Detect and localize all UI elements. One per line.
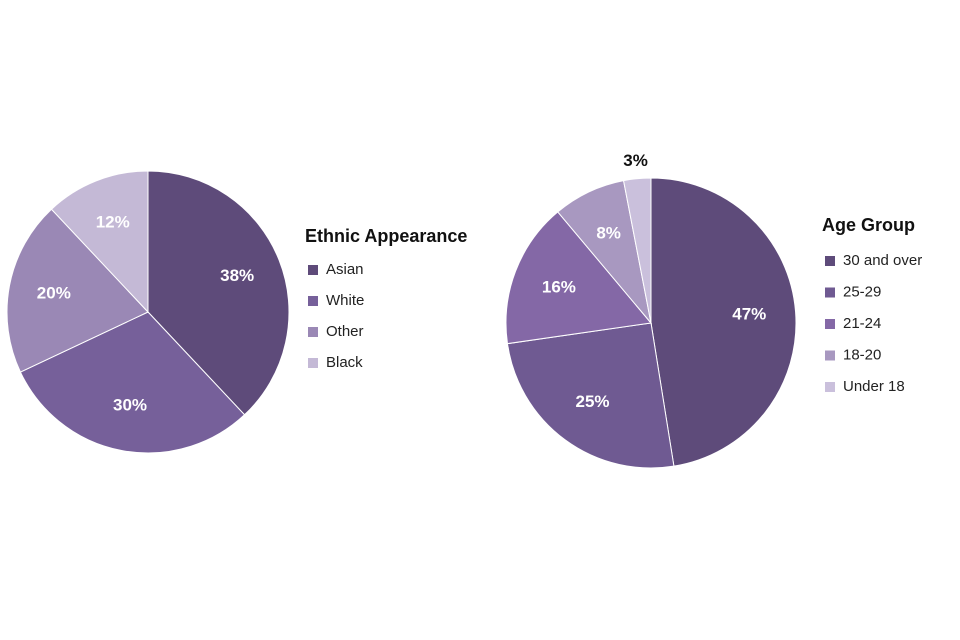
legend-swatch bbox=[308, 265, 318, 275]
legend-label: 21-24 bbox=[843, 315, 881, 332]
legend-title: Ethnic Appearance bbox=[305, 226, 467, 246]
legend-swatch bbox=[825, 382, 835, 392]
legend-swatch bbox=[825, 350, 835, 361]
legend-title: Age Group bbox=[822, 215, 915, 235]
legend-label: White bbox=[326, 292, 364, 309]
legend-label: Asian bbox=[326, 261, 364, 278]
legend-label: 18-20 bbox=[843, 346, 881, 363]
data-label: 8% bbox=[596, 223, 621, 242]
data-label: 20% bbox=[37, 284, 71, 303]
legend-label: Other bbox=[326, 323, 364, 340]
legend-label: 30 and over bbox=[843, 252, 922, 269]
pie-slice bbox=[505, 211, 652, 345]
pie-slice bbox=[19, 311, 246, 454]
legend-swatch bbox=[308, 296, 318, 306]
data-label: 3% bbox=[623, 151, 648, 170]
pie-slice bbox=[622, 177, 652, 324]
legend-swatch bbox=[825, 287, 835, 298]
data-label: 25% bbox=[576, 392, 610, 411]
pie-slice bbox=[506, 322, 675, 469]
legend-label: 25-29 bbox=[843, 283, 881, 300]
data-label: 12% bbox=[96, 212, 130, 231]
legend-label: Black bbox=[326, 354, 363, 371]
pie-slice bbox=[6, 208, 149, 373]
data-label: 16% bbox=[542, 277, 576, 296]
data-label: 47% bbox=[732, 305, 766, 324]
pie-slice bbox=[147, 170, 290, 416]
legend-swatch bbox=[825, 319, 835, 329]
legend-swatch bbox=[825, 256, 835, 266]
data-label: 38% bbox=[220, 266, 254, 285]
data-label: 30% bbox=[113, 396, 147, 415]
pie-slice bbox=[50, 170, 149, 314]
pie-slice bbox=[650, 177, 797, 467]
legend-label: Under 18 bbox=[843, 378, 905, 395]
legend-swatch bbox=[308, 327, 318, 337]
legend-swatch bbox=[308, 358, 318, 368]
